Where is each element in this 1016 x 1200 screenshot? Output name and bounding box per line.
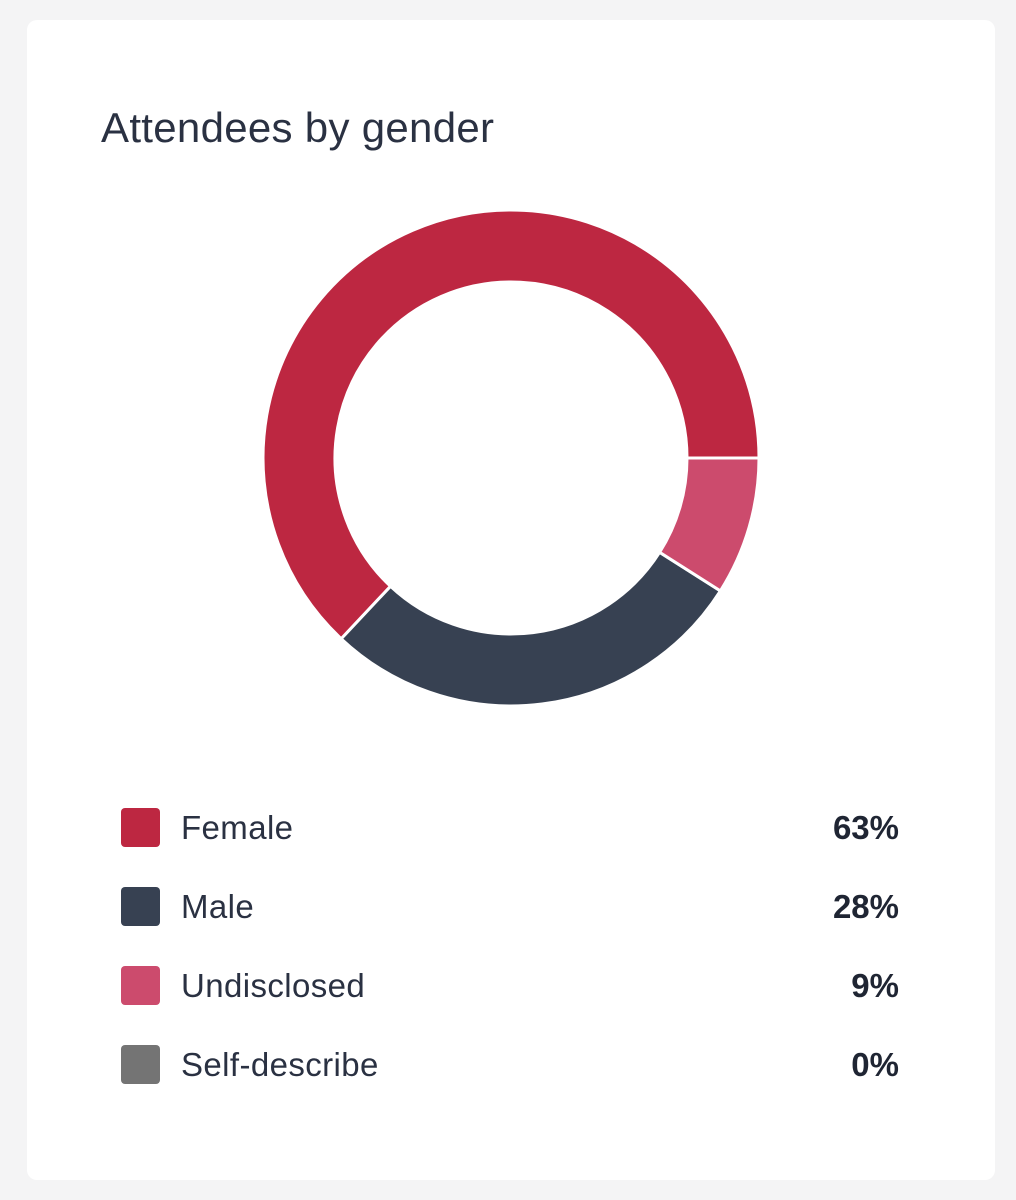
legend-label-male: Male bbox=[181, 888, 255, 925]
donut-slice-undisclosed bbox=[657, 456, 761, 593]
legend-value-female: 63% bbox=[832, 809, 899, 846]
legend-value-male: 28% bbox=[832, 888, 899, 925]
donut-slice-male bbox=[339, 550, 723, 708]
legend-item-self-describe: Self-describe 0% bbox=[121, 1045, 899, 1085]
legend-value-self-describe: 0% bbox=[851, 1046, 899, 1083]
donut-slice-female bbox=[261, 208, 761, 641]
legend-swatch-undisclosed bbox=[121, 966, 160, 1005]
legend-swatch-male bbox=[121, 887, 160, 926]
legend-item-female: Female 63% bbox=[121, 808, 899, 848]
donut-slices bbox=[261, 208, 761, 708]
legend-label-female: Female bbox=[181, 809, 294, 846]
legend-swatch-female bbox=[121, 808, 160, 847]
legend-item-male: Male 28% bbox=[121, 887, 899, 927]
legend-label-self-describe: Self-describe bbox=[181, 1046, 379, 1083]
donut-chart bbox=[261, 208, 761, 708]
legend-label-undisclosed: Undisclosed bbox=[181, 967, 366, 1004]
legend-value-undisclosed: 9% bbox=[851, 967, 899, 1004]
chart-card: Attendees by gender Female 63% Male 28% … bbox=[27, 20, 995, 1180]
legend-swatch-self-describe bbox=[121, 1045, 160, 1084]
chart-title: Attendees by gender bbox=[101, 104, 495, 151]
legend-item-undisclosed: Undisclosed 9% bbox=[121, 966, 899, 1006]
chart-legend: Female 63% Male 28% Undisclosed 9% Self-… bbox=[121, 808, 899, 1124]
